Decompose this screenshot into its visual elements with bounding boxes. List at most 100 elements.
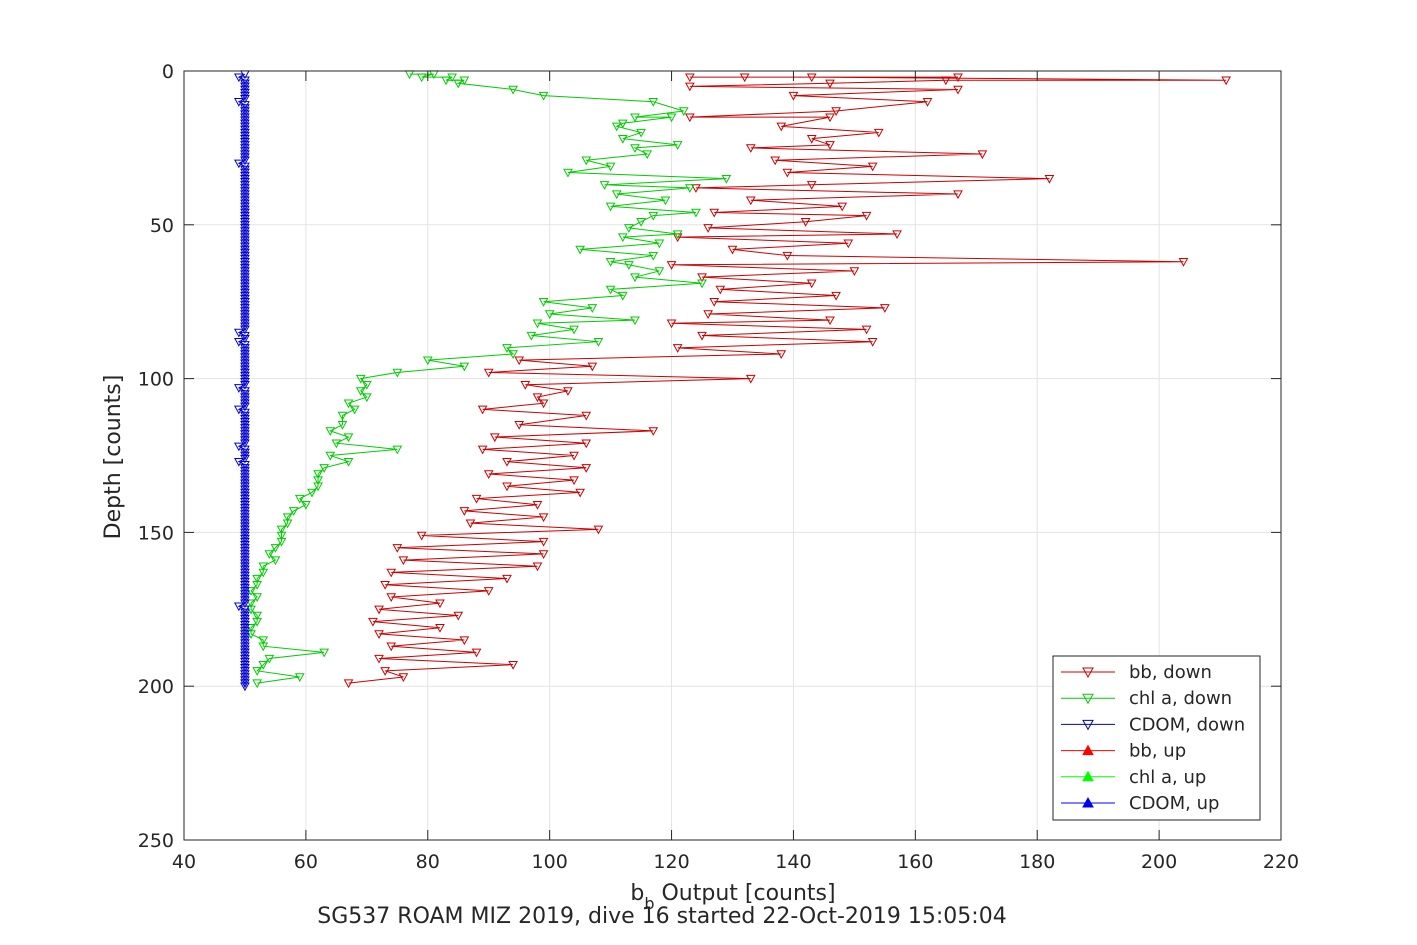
data-point [240, 239, 250, 249]
data-point [240, 568, 250, 578]
data-point [953, 73, 963, 83]
data-point [252, 574, 262, 584]
data-point [611, 190, 622, 200]
data-point [240, 113, 250, 123]
data-point [374, 605, 384, 615]
data-point [361, 381, 372, 390]
data-point [325, 427, 336, 436]
y-tick-label: 150 [138, 522, 174, 544]
data-point [873, 128, 884, 138]
data-point [666, 113, 677, 123]
data-point [861, 325, 872, 335]
data-point [666, 319, 677, 329]
data-point [867, 162, 878, 172]
data-point [441, 76, 451, 86]
data-point [605, 285, 616, 295]
data-point [240, 291, 250, 301]
data-point [691, 208, 701, 218]
data-point [745, 374, 756, 384]
data-point [240, 294, 250, 304]
data-point [922, 98, 933, 107]
data-point [240, 657, 250, 667]
data-point [240, 171, 250, 181]
data-point [240, 411, 250, 421]
data-point [471, 648, 482, 658]
data-point [240, 387, 250, 396]
data-point [240, 390, 250, 400]
data-point [252, 679, 262, 689]
data-point [240, 660, 250, 670]
data-point [240, 214, 250, 224]
data-point [240, 301, 250, 310]
data-point [252, 580, 262, 590]
data-point [788, 91, 799, 101]
data-point [398, 556, 409, 566]
data-point [825, 79, 835, 89]
data-point [240, 178, 250, 187]
data-point [636, 218, 646, 227]
data-point [240, 377, 250, 387]
data-point [587, 304, 598, 313]
data-point [240, 273, 250, 283]
data-point [240, 356, 250, 366]
data-point [642, 150, 653, 160]
x-tick-label: 140 [775, 851, 811, 873]
plot-area-frame [183, 70, 1282, 841]
data-point [331, 439, 342, 449]
data-point [240, 79, 250, 89]
data-point [477, 405, 488, 415]
data-point [240, 584, 250, 593]
data-point [240, 624, 250, 633]
data-point [240, 667, 250, 676]
data-point [739, 73, 750, 83]
data-point [386, 642, 397, 652]
data-point [593, 525, 604, 535]
data-point [240, 544, 250, 553]
data-point [940, 76, 951, 86]
data-point [630, 316, 640, 326]
data-point [240, 636, 250, 646]
data-point [538, 91, 549, 101]
data-point [240, 580, 250, 590]
data-point [240, 196, 250, 206]
data-point [593, 337, 604, 347]
data-point [282, 513, 293, 523]
x-axis: 40 60 80 100 120 140 160 180 200 220 [172, 71, 1299, 873]
data-point [825, 113, 835, 123]
data-point [240, 534, 250, 544]
data-point [977, 150, 988, 160]
y-tick-label: 200 [138, 676, 174, 698]
data-point [240, 504, 250, 513]
data-point [240, 104, 250, 113]
legend-marker [1082, 667, 1094, 679]
data-point [569, 451, 579, 461]
data-point [240, 491, 250, 501]
data-point [240, 445, 250, 455]
series-line [348, 76, 1227, 684]
data-point [526, 331, 537, 341]
x-tick-label: 120 [653, 851, 689, 873]
legend-label: bb, down [1129, 662, 1212, 683]
data-point [240, 224, 250, 233]
data-point [508, 85, 518, 95]
data-point [240, 614, 250, 624]
data-point [648, 427, 659, 436]
data-point [240, 371, 250, 381]
data-point [508, 660, 518, 670]
data-point [240, 359, 250, 369]
data-point [666, 261, 677, 270]
data-point [605, 162, 616, 172]
data-point [611, 122, 622, 132]
data-point [240, 461, 250, 470]
data-point [240, 254, 250, 264]
data-point [617, 233, 628, 243]
data-point [240, 507, 250, 516]
data-point [849, 267, 860, 276]
data-point [276, 531, 287, 541]
data-point [672, 344, 683, 353]
data-point [240, 174, 250, 184]
legend-marker [1082, 796, 1094, 808]
data-point [672, 230, 683, 240]
data-point [240, 485, 250, 495]
data-point [240, 670, 250, 679]
